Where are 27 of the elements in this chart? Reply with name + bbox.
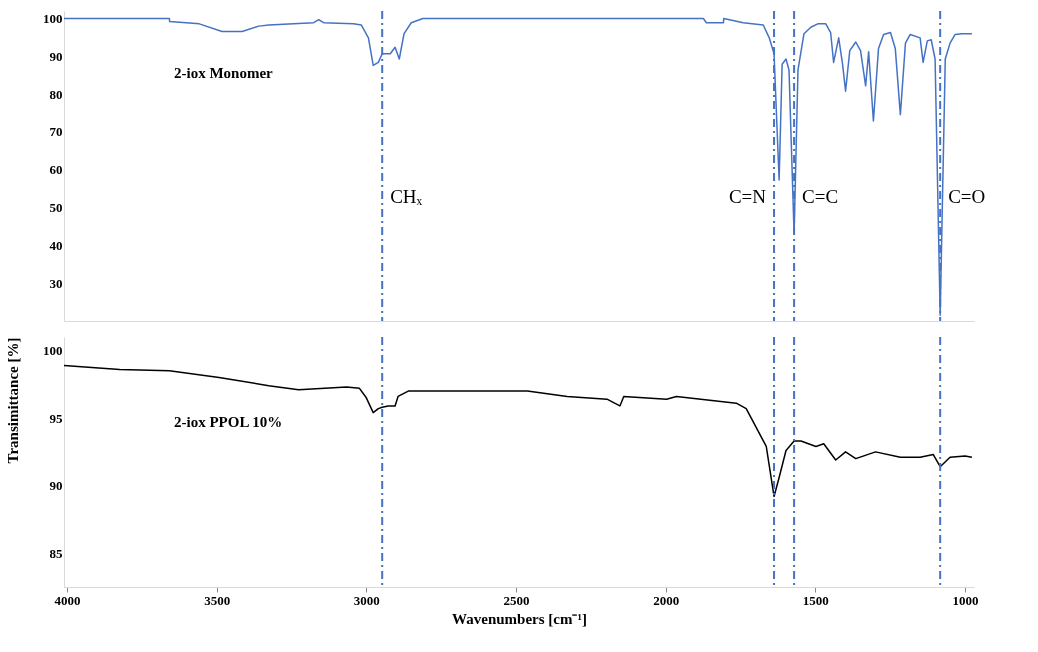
- x-axis-title: Wavenumbers [cm⁻¹]: [452, 610, 587, 627]
- ref-line-label: CHₓ: [390, 186, 423, 207]
- x-tick-label: 1000: [952, 592, 979, 608]
- ref-line-label: C=N: [728, 186, 767, 207]
- series-label: 2-iox PPOL 10%: [174, 414, 283, 430]
- y-tick-label: 60: [49, 162, 63, 178]
- y-tick-label: 30: [49, 275, 63, 291]
- x-tick-label: 3000: [353, 592, 380, 608]
- y-tick-label: 80: [49, 86, 63, 102]
- x-tick-label: 1500: [802, 592, 829, 608]
- y-tick-label: 90: [49, 478, 63, 494]
- x-tick-label: 2000: [653, 592, 680, 608]
- ref-line-label: C=O: [948, 186, 986, 207]
- x-tick-label: 2500: [503, 592, 530, 608]
- y-tick-label: 50: [49, 200, 63, 216]
- text: 2-iox Monomer: [174, 65, 274, 81]
- y-tick-label: 40: [49, 237, 63, 253]
- y-tick-label: 95: [49, 410, 63, 426]
- y-tick-label: 70: [49, 124, 63, 140]
- x-tick-label: 4000: [54, 592, 81, 608]
- ref-line-label: C=C: [802, 186, 839, 207]
- y-tick-label: 100: [43, 11, 63, 27]
- y-tick-label: 85: [49, 545, 63, 561]
- y-tick-label: 90: [49, 48, 63, 64]
- y-tick-label: 100: [43, 343, 63, 359]
- y-axis-title: Transimittance [%]: [5, 337, 21, 464]
- x-tick-label: 3500: [204, 592, 231, 608]
